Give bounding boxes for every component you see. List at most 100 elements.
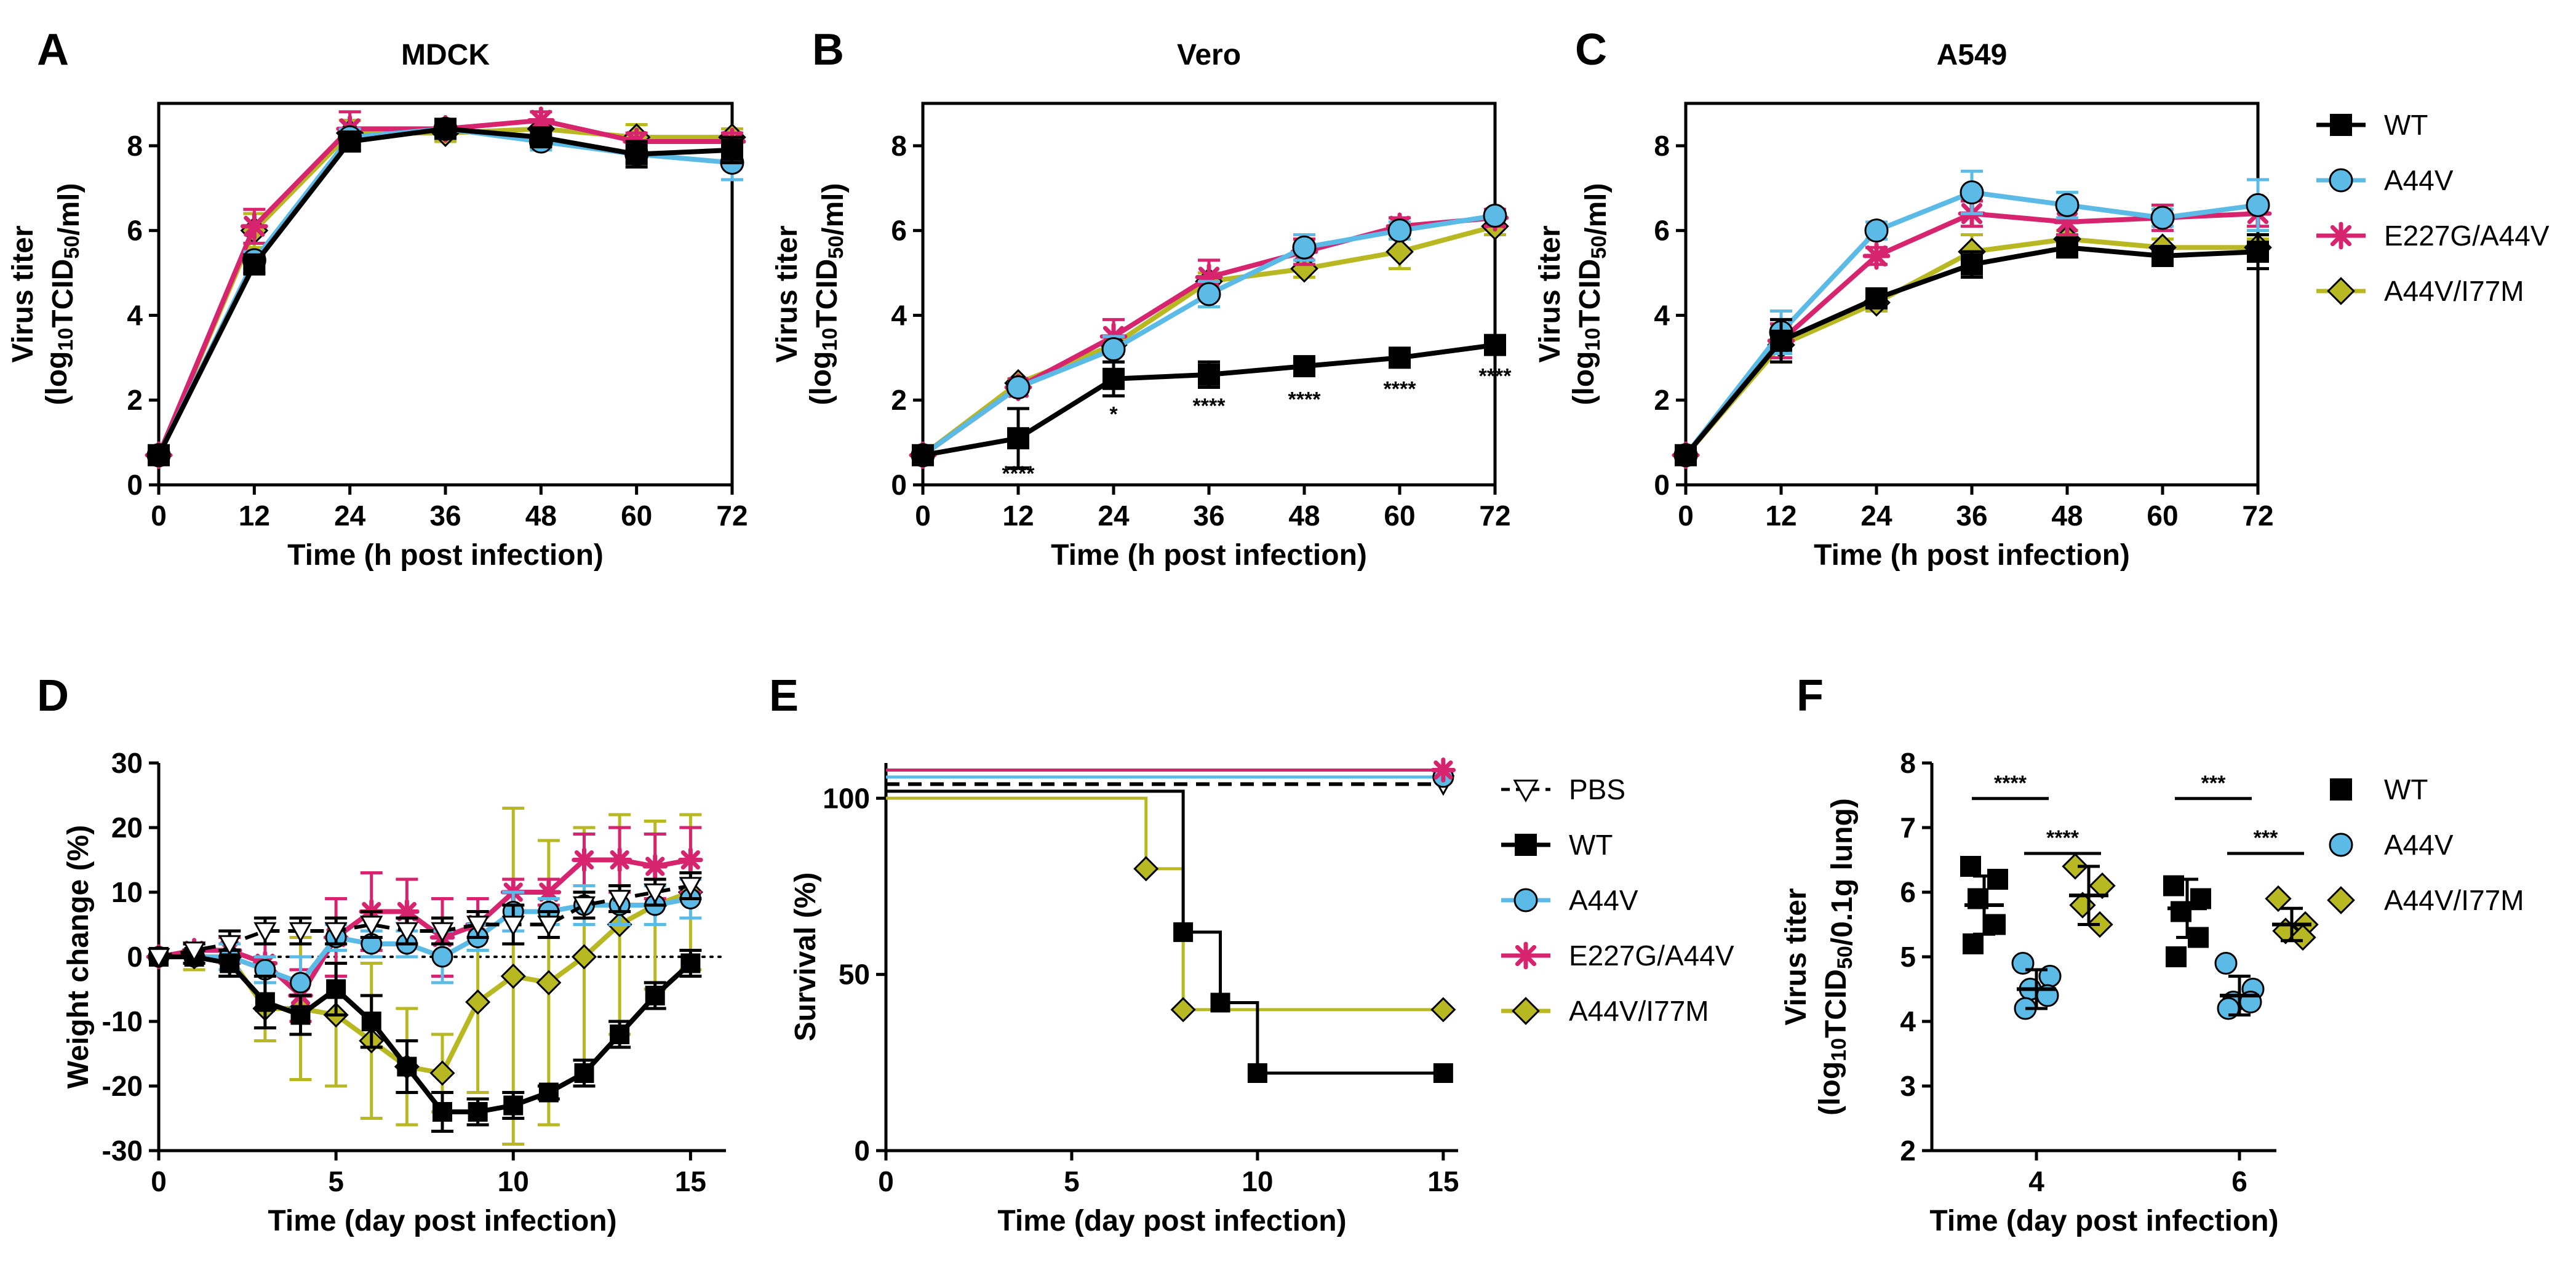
data-point xyxy=(1483,204,1507,228)
subscript: 50 xyxy=(60,236,84,259)
panel-d-x-tick-label: 15 xyxy=(675,1165,706,1197)
panel-a-y-label-unit: (log10TCID50/ml) xyxy=(41,183,86,405)
panel-e-series-wt xyxy=(886,789,1453,1083)
subscript: 10 xyxy=(1827,1038,1851,1061)
panel-f-significance: *** xyxy=(2254,826,2278,850)
data-point xyxy=(536,879,562,905)
data-point xyxy=(433,1102,452,1122)
data-point xyxy=(1961,253,1983,276)
panel-f-group-4-a44v xyxy=(2011,952,2062,1020)
panel-e-survival: 0 50 100 0 5 10 15 Time (day post infection) Sur… xyxy=(789,757,1459,1237)
data-point xyxy=(2150,206,2175,230)
legend-item-a44v: A44V xyxy=(1501,884,1638,916)
label-part: /ml) xyxy=(817,183,850,236)
legend-marker xyxy=(1513,888,1538,913)
panel-f-y-tick-label: 5 xyxy=(1900,941,1916,973)
panel-c-x-tick-label: 72 xyxy=(2242,500,2273,532)
legend-item-a44v-i77m: A44V/I77M xyxy=(2316,275,2524,307)
legend-item-a44v-i77m: A44V/I77M xyxy=(2327,884,2524,916)
label-part: (log xyxy=(805,351,837,405)
data-point xyxy=(243,253,266,276)
panel-b-x-tick-label: 36 xyxy=(1193,500,1224,532)
panel-a-x-tick-label: 36 xyxy=(429,500,461,532)
panel-b-significance: **** xyxy=(1002,462,1035,485)
panel-label-f: F xyxy=(1796,671,1824,721)
panel-b-y-label-unit: (log10TCID50/ml) xyxy=(805,183,850,405)
panel-a-series-wt xyxy=(148,118,743,466)
panel-c-y-tick-label: 6 xyxy=(1654,215,1670,247)
panel-label-a: A xyxy=(37,25,69,74)
data-point xyxy=(2053,208,2081,236)
data-point xyxy=(1133,856,1159,882)
panel-d-weight: -30 -20 -10 0 10 20 30 0 5 10 15 Time (day post inf… xyxy=(62,747,727,1237)
panel-e-y-tick-label: 0 xyxy=(854,1135,870,1167)
data-point xyxy=(1292,235,1317,260)
data-point xyxy=(1430,757,1456,783)
data-point xyxy=(1387,218,1412,243)
legend-item-wt: WT xyxy=(2330,773,2428,805)
data-point xyxy=(2056,236,2078,259)
panel-f-x-tick-label: 4 xyxy=(2028,1165,2044,1197)
panel-f-group-6-wt xyxy=(2163,875,2211,967)
label-part: /ml) xyxy=(53,183,86,236)
legend-marker xyxy=(1512,941,1540,970)
survival-step-wt xyxy=(886,789,1443,1075)
panel-d-y-tick-label: 30 xyxy=(111,747,143,779)
data-point xyxy=(678,847,703,873)
data-point xyxy=(434,118,457,140)
panel-a-x-tick-label: 0 xyxy=(151,500,167,532)
legend-f: WT A44V A44V/I77M xyxy=(2327,773,2524,916)
panel-b-x-tick-label: 24 xyxy=(1098,500,1130,532)
data-point xyxy=(572,847,597,873)
legend-label: PBS xyxy=(1569,773,1625,805)
panel-d-x-label: Time (day post infection) xyxy=(268,1205,616,1237)
panel-b-y-tick-label: 2 xyxy=(891,384,907,416)
legend-marker xyxy=(2329,168,2353,193)
legend-label: A44V/I77M xyxy=(2384,275,2524,307)
data-point xyxy=(1197,282,1221,306)
panel-f-group-4-wt xyxy=(1960,856,2008,954)
data-point xyxy=(1864,218,1889,243)
data-point xyxy=(255,992,275,1012)
data-point xyxy=(679,877,702,898)
panel-f-y-tick-label: 8 xyxy=(1900,747,1916,779)
legend-marker xyxy=(2330,778,2352,801)
series-line-e227g-a44v xyxy=(158,857,692,998)
data-point xyxy=(147,948,170,969)
panel-d-x-tick-label: 10 xyxy=(498,1165,529,1197)
data-point xyxy=(1173,922,1194,942)
series-line-pbs xyxy=(158,884,691,959)
panel-f-y-label: Virus titer xyxy=(1780,888,1812,1025)
data-point xyxy=(183,941,206,962)
legend-marker xyxy=(2327,277,2355,305)
panel-b-significance: * xyxy=(1109,403,1118,426)
data-point xyxy=(912,444,934,466)
legend-item-wt: WT xyxy=(1501,829,1613,861)
data-point xyxy=(2190,888,2211,909)
data-point xyxy=(431,946,453,968)
data-point xyxy=(1006,375,1031,400)
panel-c-y-tick-label: 8 xyxy=(1654,130,1670,162)
legend-label: WT xyxy=(2384,109,2428,141)
data-point xyxy=(721,138,743,161)
panel-f-y-tick-label: 3 xyxy=(1900,1070,1916,1102)
legend-label: A44V xyxy=(2384,164,2454,196)
data-point xyxy=(290,1005,311,1025)
data-point xyxy=(1430,997,1456,1023)
legend-item-a44v-i77m: A44V/I77M xyxy=(1501,995,1709,1027)
panel-c-x-tick-label: 24 xyxy=(1860,500,1892,532)
panel-b-title: Vero xyxy=(1177,39,1241,71)
data-point xyxy=(538,1082,559,1103)
panel-d-y-tick-label: 10 xyxy=(111,876,143,908)
panel-c-series-wt xyxy=(1675,233,2269,466)
panel-b-significance: **** xyxy=(1193,394,1226,418)
data-point xyxy=(1484,333,1506,356)
data-point xyxy=(1960,856,1981,877)
legend-label: E227G/A44V xyxy=(2384,220,2550,252)
panel-b-y-tick-label: 6 xyxy=(891,215,907,247)
legend-marker xyxy=(2329,833,2353,857)
data-point xyxy=(1865,287,1888,310)
panel-f-y-tick-label: 4 xyxy=(1900,1005,1916,1037)
data-point xyxy=(465,989,491,1015)
